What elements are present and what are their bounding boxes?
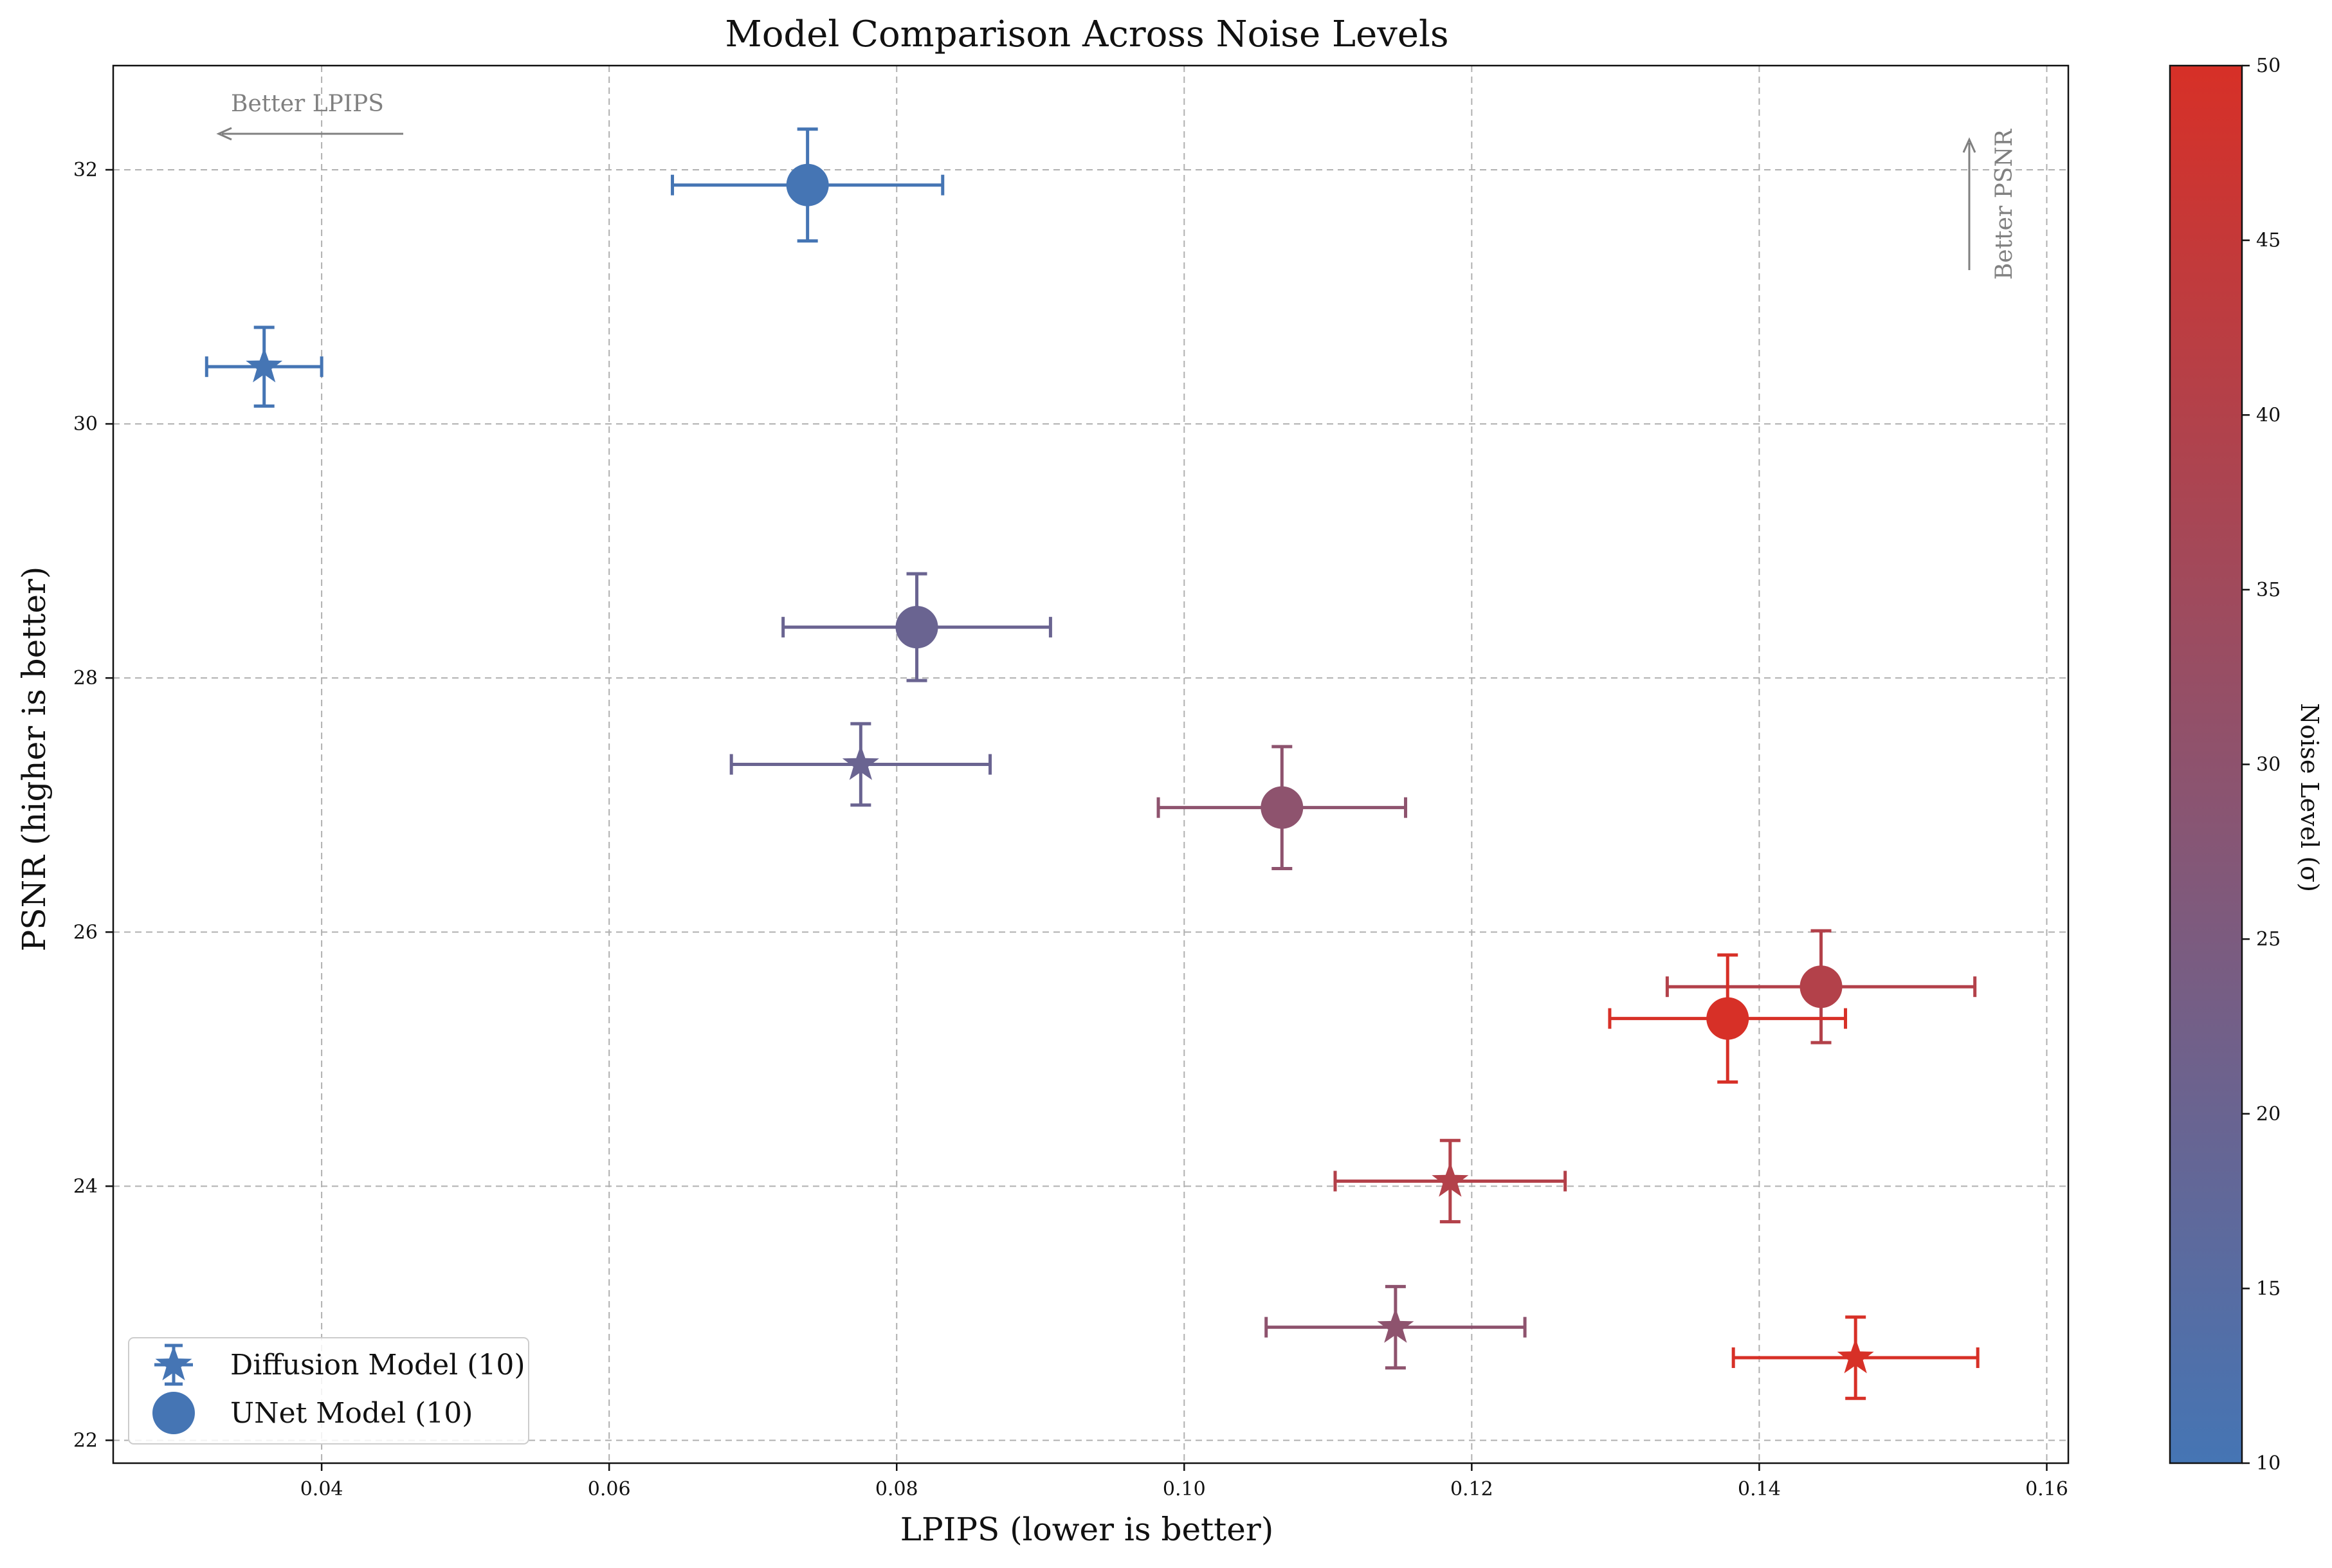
y-tick-label: 30	[73, 413, 98, 435]
colorbar-tick-label: 40	[2256, 404, 2281, 426]
circle-marker	[1799, 965, 1843, 1008]
star-marker	[246, 347, 283, 383]
x-tick-label: 0.04	[300, 1478, 343, 1500]
x-tick-label: 0.08	[875, 1478, 918, 1500]
colorbar-tick-label: 20	[2256, 1103, 2281, 1126]
chart-title: Model Comparison Across Noise Levels	[725, 14, 1448, 55]
circle-marker	[786, 163, 829, 206]
better-psnr-annotation: Better PSNR	[1962, 129, 2018, 280]
better-lpips-arrowhead	[216, 127, 232, 141]
plot-area	[205, 127, 1980, 1400]
colorbar-tick-label: 25	[2256, 928, 2281, 951]
better-lpips-text: Better LPIPS	[231, 91, 384, 117]
x-tick-label: 0.14	[1738, 1478, 1781, 1500]
star-marker	[1837, 1338, 1874, 1374]
colorbar-tick-label: 45	[2256, 230, 2281, 252]
colorbar: 10 15 20 25 30 35 40 45 50 Noise Level (σ)	[2169, 55, 2324, 1475]
legend-box	[128, 1337, 529, 1445]
x-tick-label: 0.06	[588, 1478, 631, 1500]
star-data-point	[1731, 1315, 1980, 1400]
circle-data-point	[781, 572, 1052, 682]
legend-label-diffusion: Diffusion Model (10)	[230, 1349, 525, 1381]
legend: Diffusion Model (10) UNet Model (10)	[128, 1337, 529, 1445]
star-data-point	[1333, 1138, 1567, 1224]
legend-star-shape	[155, 1345, 192, 1381]
y-tick-label: 28	[73, 667, 98, 689]
colorbar-tick-label: 30	[2256, 754, 2281, 776]
circle-marker	[895, 606, 938, 649]
colorbar-gradient	[2169, 64, 2243, 1464]
circle-marker	[1706, 997, 1749, 1040]
x-tick-label: 0.16	[2025, 1478, 2068, 1500]
circle-data-point	[1608, 953, 1848, 1084]
x-tick-label: 0.10	[1163, 1478, 1206, 1500]
better-psnr-arrowhead	[1962, 137, 1976, 153]
legend-star-marker	[154, 1344, 193, 1386]
x-tick-label: 0.12	[1450, 1478, 1493, 1500]
star-data-point	[1264, 1284, 1527, 1370]
colorbar-tick-label: 50	[2256, 55, 2281, 77]
colorbar-tick-label: 15	[2256, 1277, 2281, 1300]
circle-data-point	[1156, 745, 1408, 870]
circle-marker	[1261, 786, 1304, 829]
y-axis-label: PSNR (higher is better)	[15, 567, 53, 952]
star-marker	[842, 745, 879, 780]
star-data-point	[205, 325, 323, 408]
plot-frame	[112, 64, 2070, 1464]
colorbar-tick-label: 10	[2256, 1452, 2281, 1475]
axis-ticks: 0.04 0.06 0.08 0.10 0.12 0.14 0.16 22 24 26 28 30 32	[73, 159, 2068, 1500]
legend-circle-marker	[152, 1392, 195, 1434]
y-tick-label: 32	[73, 159, 98, 181]
grid	[113, 66, 2068, 1463]
better-lpips-annotation: Better LPIPS	[216, 91, 403, 141]
y-tick-label: 22	[73, 1429, 98, 1452]
colorbar-tick-label: 35	[2256, 579, 2281, 601]
colorbar-ticks: 10 15 20 25 30 35 40 45 50	[2242, 55, 2281, 1475]
y-tick-label: 24	[73, 1175, 98, 1198]
y-tick-label: 26	[73, 921, 98, 944]
x-axis-label: LPIPS (lower is better)	[900, 1511, 1274, 1548]
star-marker	[1377, 1308, 1414, 1343]
circle-data-point	[671, 127, 945, 243]
better-psnr-text: Better PSNR	[1991, 129, 2018, 280]
colorbar-label: Noise Level (σ)	[2295, 703, 2324, 892]
star-data-point	[729, 722, 992, 807]
star-marker	[1432, 1162, 1469, 1197]
circle-data-point	[1665, 929, 1977, 1044]
legend-label-unet: UNet Model (10)	[230, 1397, 473, 1430]
